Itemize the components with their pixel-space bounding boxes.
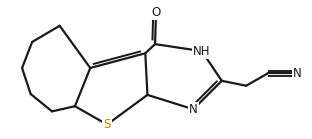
Text: N: N bbox=[189, 103, 198, 116]
Text: N: N bbox=[293, 67, 302, 80]
Text: NH: NH bbox=[193, 45, 211, 58]
Text: O: O bbox=[151, 6, 161, 19]
Text: S: S bbox=[103, 118, 111, 131]
